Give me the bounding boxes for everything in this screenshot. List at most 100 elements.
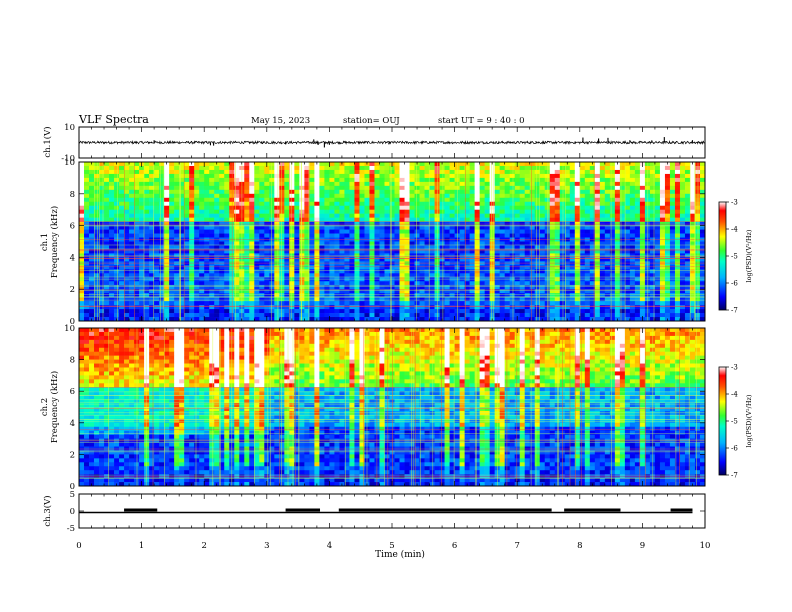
ch1-spectrogram-cell <box>414 281 420 286</box>
ch1-spectrogram-cell <box>259 281 265 286</box>
ch1-spectrogram-cell <box>469 265 475 270</box>
ch1-spectrogram-cell <box>179 229 185 234</box>
ch1-spectrogram-cell <box>689 297 696 302</box>
ch1-spectrogram-cell <box>134 241 140 246</box>
ch1-spectrogram-cell <box>479 193 485 199</box>
ch1-spectrogram-cell <box>79 189 85 195</box>
ch1-spectrogram-cell <box>369 281 375 286</box>
ch1-spectrogram-cell <box>559 213 566 218</box>
ch1-spectrogram-cell <box>689 273 696 278</box>
ch1-spectrogram-cell <box>624 193 631 199</box>
ch1-spectrogram-cell <box>379 205 385 210</box>
ch1-spectrogram-cell <box>374 221 380 226</box>
ch1-spectrogram-cell <box>404 281 410 286</box>
ch1-spectrogram-cell <box>484 213 490 218</box>
ch1-spectrogram-cell <box>614 229 621 234</box>
ch1-spectrogram-cell <box>164 169 170 175</box>
ch1-spectrogram-cell <box>199 181 205 187</box>
ch1-spectrogram-cell <box>374 197 380 203</box>
ch1-spectrogram-cell <box>109 249 115 254</box>
ch1-spectrogram-cell <box>89 217 95 222</box>
ch1-spectrogram-cell <box>459 269 465 274</box>
ch1-spectrogram-cell <box>159 301 165 306</box>
ch1-spectrogram-cell <box>374 245 380 250</box>
ch1-spectrogram-cell <box>214 229 220 234</box>
ch1-spectrogram-cell <box>159 265 165 270</box>
ch1-spectrogram-cell <box>149 297 155 302</box>
ch1-spectrogram-cell <box>364 209 370 214</box>
ch1-spectrogram-cell <box>474 213 480 218</box>
ch1-spectrogram-cell <box>374 241 380 246</box>
ch1-spectrogram-cell <box>464 229 470 234</box>
ch1-spectrogram-cell <box>394 289 400 294</box>
ch1-spectrogram-cell <box>424 285 430 290</box>
ch1-spectrogram-cell <box>114 205 120 210</box>
ch1-spectrogram-cell <box>149 213 155 218</box>
ch1-spectrogram-cell <box>619 281 626 286</box>
ch1-spectrogram-cell <box>134 297 140 302</box>
ch1-spectrogram-cell <box>339 181 345 187</box>
ch1-spectrogram-cell <box>149 233 155 238</box>
ch1-spectrogram-cell <box>334 301 340 306</box>
ch1-spectrogram-cell <box>119 185 125 191</box>
ch1-spectrogram-cell <box>404 185 410 191</box>
ch1-spectrogram-cell <box>474 229 480 234</box>
ch1-spectrogram-cell <box>649 285 656 290</box>
ch1-spectrogram-cell <box>639 277 646 282</box>
ch1-spectrogram-cell <box>299 269 305 274</box>
ch1-spectrogram-cell <box>344 241 350 246</box>
ch1-spectrogram-cell <box>534 261 541 266</box>
ch1-spectrogram-cell <box>559 293 566 298</box>
ch1-spectrogram-cell <box>264 269 270 274</box>
ch1-spectrogram-cell <box>654 285 661 290</box>
ch1-spectrogram-cell <box>574 253 581 258</box>
ch1-spectrogram-cell <box>579 221 586 226</box>
ch1-spectrogram-cell <box>274 245 280 250</box>
ch1-spectrogram-cell <box>479 289 485 294</box>
ch1-spectrogram-cell <box>634 173 641 179</box>
ch1-spectrogram-cell <box>499 169 505 175</box>
ch1-spectrogram-cell <box>79 225 85 230</box>
ch1-spectrogram-cell <box>134 301 140 306</box>
ch1-spectrogram-cell <box>634 265 641 270</box>
ch1-spectrogram-cell <box>244 249 250 254</box>
ch1-spectrogram-cell <box>199 225 205 230</box>
ch1-spectrogram-cell <box>579 309 586 314</box>
ch1-spectrogram-cell <box>399 217 405 222</box>
ch1-spectrogram-cell <box>119 257 125 262</box>
ch1-spectrogram-cell <box>554 293 561 298</box>
ch1-spectrogram-cell <box>119 205 125 210</box>
ch1-spectrogram-cell <box>429 213 435 218</box>
ch1-spectrogram-cell <box>504 241 510 246</box>
ch1-spectrogram-cell <box>444 197 450 203</box>
ch1-spectrogram-cell <box>584 241 591 246</box>
ch1-spectrogram-cell <box>444 313 450 318</box>
ch1-spectrogram-cell <box>559 313 566 318</box>
ch1-spectrogram-cell <box>324 221 330 226</box>
ch1-spectrogram-cell <box>594 297 601 302</box>
ch1-spectrogram-cell <box>369 289 375 294</box>
ch1-spectrogram-cell <box>694 261 701 266</box>
ch1-spectrogram-cell <box>404 181 410 187</box>
ch1-spectrogram-cell <box>529 241 536 246</box>
ch1-spectrogram-cell <box>439 273 445 278</box>
ch1-spectrogram-cell <box>84 309 90 314</box>
ch1-spectrogram-cell <box>79 209 85 214</box>
ch1-spectrogram-cell <box>449 162 455 167</box>
ch1-spectrogram-cell <box>554 201 561 207</box>
ch1-spectrogram-cell <box>579 305 586 310</box>
ch1-spectrogram-cell <box>119 169 125 175</box>
ch1-spectrogram-cell <box>634 197 641 203</box>
ch1-spectrogram-cell <box>309 241 315 246</box>
ch1-spectrogram-cell <box>114 293 120 298</box>
ch1-spectrogram-cell <box>354 213 360 218</box>
ch1-spectrogram-cell <box>684 281 691 286</box>
ch1-spectrogram-cell <box>679 285 686 290</box>
ch1-spectrogram-cell <box>654 189 661 195</box>
ch1-spectrogram-cell <box>684 213 691 218</box>
ch1-spectrogram-cell <box>179 249 185 254</box>
ch1-spectrogram-cell <box>404 289 410 294</box>
ch1-spectrogram-cell <box>429 281 435 286</box>
ch1-spectrogram-cell <box>699 205 706 210</box>
ch1-spectrogram-cell <box>224 289 230 294</box>
